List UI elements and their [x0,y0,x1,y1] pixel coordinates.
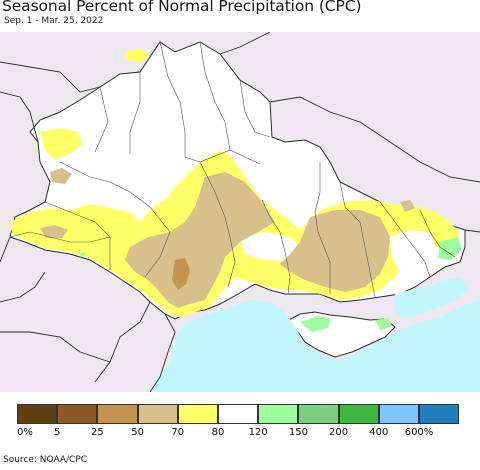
legend-tick-label: 50 [131,427,144,438]
green-regions [78,237,462,332]
source-label: Source: NOAA/CPC [3,455,88,465]
legend-swatch [57,404,98,424]
legend-swatch [217,404,259,424]
legend-swatch [177,404,218,424]
legend-tick-label: 5 [54,427,61,438]
color-legend [17,404,460,424]
legend-tick-label: 0% [17,427,33,438]
legend-swatch [338,404,379,424]
country-borders [0,32,480,392]
legend-tick-label: 80 [211,427,225,438]
legend-tick-label: 120 [248,427,268,438]
legend-tick-label: 25 [91,427,104,438]
legend-swatch [378,404,419,424]
azov-sea [395,277,468,317]
legend-swatch [298,404,339,424]
legend-ticks: 0% 5 25 50 70 80 120 150 200 400 600% [0,427,480,441]
legend-tick-label: 600% [404,427,434,438]
tan-regions [40,168,415,308]
legend-tick-label: 400 [369,427,389,438]
legend-swatch [17,404,58,424]
precipitation-map [0,32,480,392]
white-regions [55,152,435,272]
legend-tick-label: 200 [329,427,349,438]
map-title: Seasonal Percent of Normal Precipitation… [2,0,362,15]
region-borders [9,41,456,298]
map-subtitle: Sep. 1 - Mar. 25, 2022 [4,16,104,26]
legend-swatch [137,404,178,424]
legend-tick-label: 150 [288,427,308,438]
brown-spot [172,258,190,290]
legend-tick-label: 70 [171,427,185,438]
legend-swatch [418,404,460,424]
black-sea [150,300,480,392]
legend-swatch [97,404,138,424]
legend-swatch [258,404,299,424]
